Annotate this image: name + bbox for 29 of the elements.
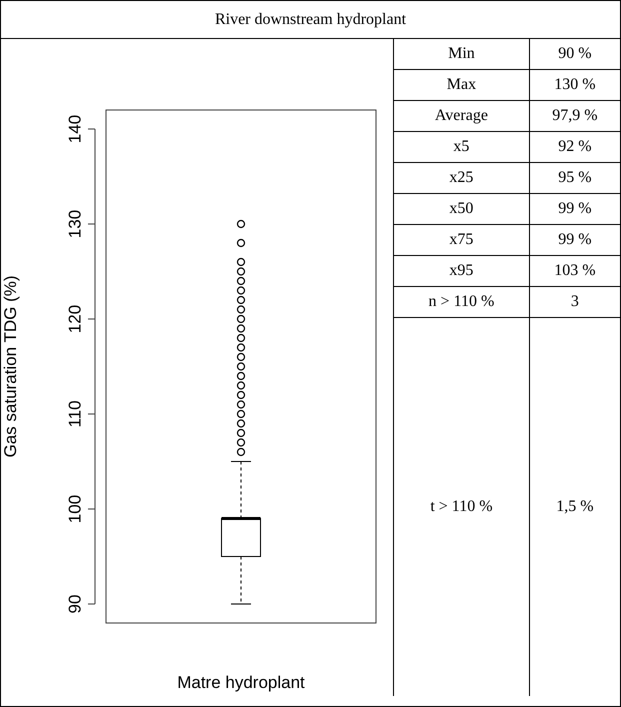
text: 99 % — [529, 224, 620, 256]
y-axis-title: Gas saturation TDG (%) — [0, 275, 20, 458]
text: x25 — [394, 162, 530, 194]
text: n > 110 % — [394, 286, 530, 318]
text: Max — [394, 70, 530, 100]
text: 99 % — [529, 194, 620, 224]
y-tick-label: 120 — [66, 304, 85, 334]
text: t > 110 % — [394, 318, 530, 696]
text: 92 % — [529, 132, 620, 162]
x-tick-label: Matre hydroplant — [177, 672, 306, 692]
text: 3 — [529, 286, 620, 318]
text: 103 % — [529, 256, 620, 286]
y-tick-label: 110 — [66, 400, 85, 428]
text: 95 % — [529, 162, 620, 194]
text: x50 — [394, 194, 530, 224]
text: 1,5 % — [529, 318, 620, 696]
chart-title: River downstream hydroplant — [1, 1, 620, 39]
y-tick-label: 130 — [66, 210, 85, 238]
text: x95 — [394, 256, 530, 286]
y-tick-label: 140 — [66, 114, 85, 144]
text: x75 — [394, 224, 530, 256]
text: 97,9 % — [529, 100, 620, 132]
text: 130 % — [529, 70, 620, 100]
text: 90 % — [529, 39, 620, 70]
y-tick-label: 100 — [66, 494, 85, 524]
text: x5 — [394, 132, 530, 162]
text: Min — [394, 39, 530, 70]
y-tick-label: 90 — [66, 594, 85, 614]
text: Average — [394, 100, 530, 132]
